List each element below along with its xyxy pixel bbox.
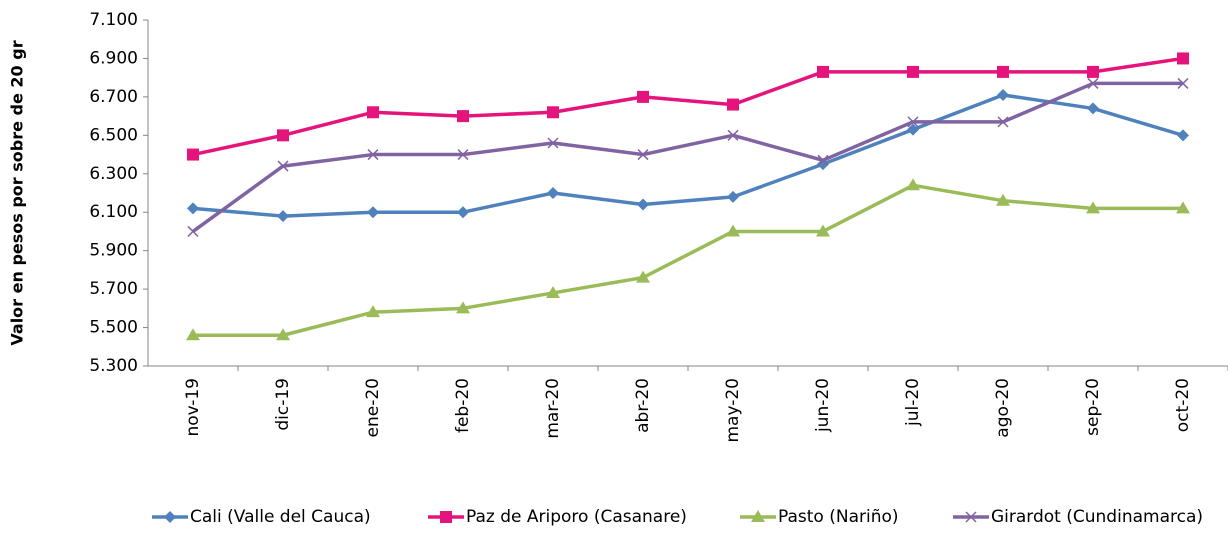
series-line xyxy=(192,93,1184,218)
data-point xyxy=(547,137,559,149)
x-tick-label: ene-20 xyxy=(363,378,383,437)
x-tick-label: oct-20 xyxy=(1173,378,1193,432)
data-point xyxy=(1086,201,1100,214)
data-point xyxy=(187,225,199,237)
series-line xyxy=(192,56,1184,157)
data-point xyxy=(817,154,829,166)
data-point xyxy=(187,202,199,215)
data-point xyxy=(1087,65,1099,78)
data-point xyxy=(727,98,739,111)
legend-label: Pasto (Nariño) xyxy=(778,507,899,527)
data-point xyxy=(817,65,829,78)
series-line xyxy=(193,183,1183,337)
y-tick-label: 6.300 xyxy=(89,164,138,184)
data-point xyxy=(277,160,289,172)
x-tick-label: ago-20 xyxy=(993,378,1013,438)
x-tick-label: dic-19 xyxy=(273,378,293,431)
data-point xyxy=(367,149,379,161)
data-point xyxy=(1177,129,1189,142)
legend-marker xyxy=(440,511,452,523)
data-point xyxy=(727,129,739,141)
legend-marker xyxy=(751,510,765,522)
x-tick-label: jul-20 xyxy=(903,378,923,427)
data-point xyxy=(276,328,290,341)
x-tick-label: may-20 xyxy=(723,378,743,443)
data-point xyxy=(636,270,650,283)
data-point xyxy=(816,224,830,237)
data-point xyxy=(277,210,289,223)
data-point xyxy=(997,88,1009,101)
x-tick-label: abr-20 xyxy=(633,378,653,433)
y-axis-label: Valor en pesos por sobre de 20 gr xyxy=(8,40,27,345)
series-line xyxy=(191,81,1183,233)
legend-label: Cali (Valle del Cauca) xyxy=(190,507,371,527)
data-point xyxy=(366,305,380,318)
x-tick-label: mar-20 xyxy=(543,378,563,439)
y-tick-label: 5.300 xyxy=(89,356,138,376)
legend-marker xyxy=(164,511,176,523)
data-point xyxy=(456,301,470,314)
data-point xyxy=(997,116,1009,128)
y-tick-label: 6.700 xyxy=(89,87,138,107)
data-point xyxy=(547,106,559,119)
legend-marker xyxy=(965,511,977,523)
data-point xyxy=(1087,77,1099,89)
data-point xyxy=(187,148,199,161)
y-tick-label: 5.700 xyxy=(89,279,138,299)
data-point xyxy=(457,149,469,161)
y-tick-label: 5.900 xyxy=(89,241,138,261)
data-point xyxy=(1087,102,1099,115)
data-point xyxy=(367,106,379,119)
y-tick-label: 6.900 xyxy=(89,48,138,68)
data-point xyxy=(637,90,649,103)
data-point xyxy=(997,65,1009,78)
x-tick-label: jun-20 xyxy=(813,378,833,433)
data-point xyxy=(1177,77,1189,89)
legend-label: Girardot (Cundinamarca) xyxy=(991,507,1203,527)
data-point xyxy=(907,116,919,128)
data-point xyxy=(1177,52,1189,65)
data-point xyxy=(637,198,649,211)
data-point xyxy=(457,110,469,123)
data-point xyxy=(637,149,649,161)
x-tick-label: nov-19 xyxy=(183,378,203,437)
data-point xyxy=(547,187,559,199)
data-point xyxy=(996,193,1010,206)
data-point xyxy=(907,65,919,78)
x-tick-label: sep-20 xyxy=(1083,378,1103,436)
data-point xyxy=(367,206,379,219)
legend-label: Paz de Ariporo (Casanare) xyxy=(466,507,687,527)
data-point xyxy=(186,328,200,341)
x-tick-label: feb-20 xyxy=(453,378,473,433)
y-tick-label: 6.500 xyxy=(89,125,138,145)
data-point xyxy=(907,123,919,136)
data-point xyxy=(726,224,740,237)
y-tick-label: 5.500 xyxy=(89,318,138,338)
data-point xyxy=(906,178,920,191)
data-point xyxy=(727,190,739,203)
y-tick-label: 6.100 xyxy=(89,202,138,222)
data-point xyxy=(277,129,289,142)
data-point xyxy=(457,206,469,219)
data-point xyxy=(546,285,560,298)
data-point xyxy=(1176,201,1190,214)
y-tick-label: 7.100 xyxy=(89,10,138,30)
